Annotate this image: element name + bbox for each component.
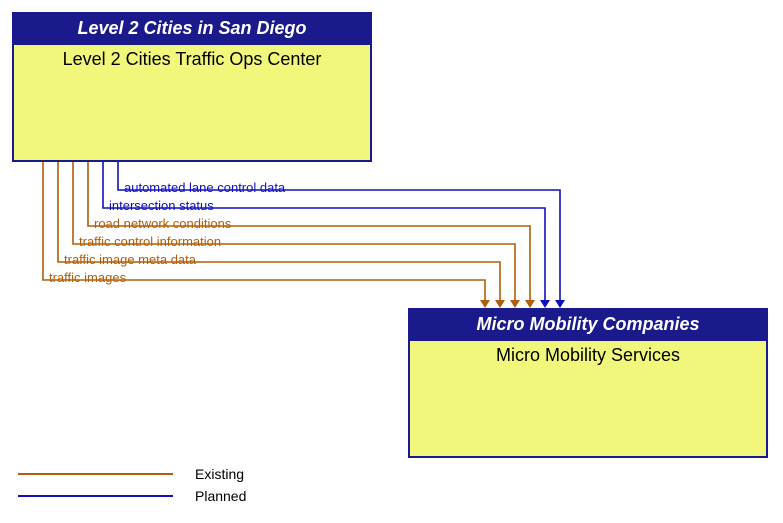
legend-row-existing: Existing [18, 465, 246, 483]
flow-label-1: intersection status [109, 198, 214, 213]
flow-label-4: traffic image meta data [64, 252, 196, 267]
flow-arrow-0 [555, 300, 565, 308]
flow-arrow-2 [525, 300, 535, 308]
legend-line-planned [18, 495, 173, 497]
node-target-header: Micro Mobility Companies [410, 310, 766, 341]
node-source-body: Level 2 Cities Traffic Ops Center [14, 45, 370, 74]
legend: Existing Planned [18, 465, 246, 509]
node-target-body: Micro Mobility Services [410, 341, 766, 370]
flow-arrow-3 [510, 300, 520, 308]
flow-label-5: traffic images [49, 270, 126, 285]
legend-row-planned: Planned [18, 487, 246, 505]
flow-arrow-1 [540, 300, 550, 308]
flow-arrow-5 [480, 300, 490, 308]
flow-label-0: automated lane control data [124, 180, 285, 195]
legend-label-existing: Existing [195, 466, 244, 482]
node-source: Level 2 Cities in San Diego Level 2 Citi… [12, 12, 372, 162]
legend-line-existing [18, 473, 173, 475]
flow-label-2: road network conditions [94, 216, 231, 231]
flow-arrow-4 [495, 300, 505, 308]
flow-label-3: traffic control information [79, 234, 221, 249]
node-source-header: Level 2 Cities in San Diego [14, 14, 370, 45]
legend-label-planned: Planned [195, 488, 246, 504]
node-target: Micro Mobility Companies Micro Mobility … [408, 308, 768, 458]
